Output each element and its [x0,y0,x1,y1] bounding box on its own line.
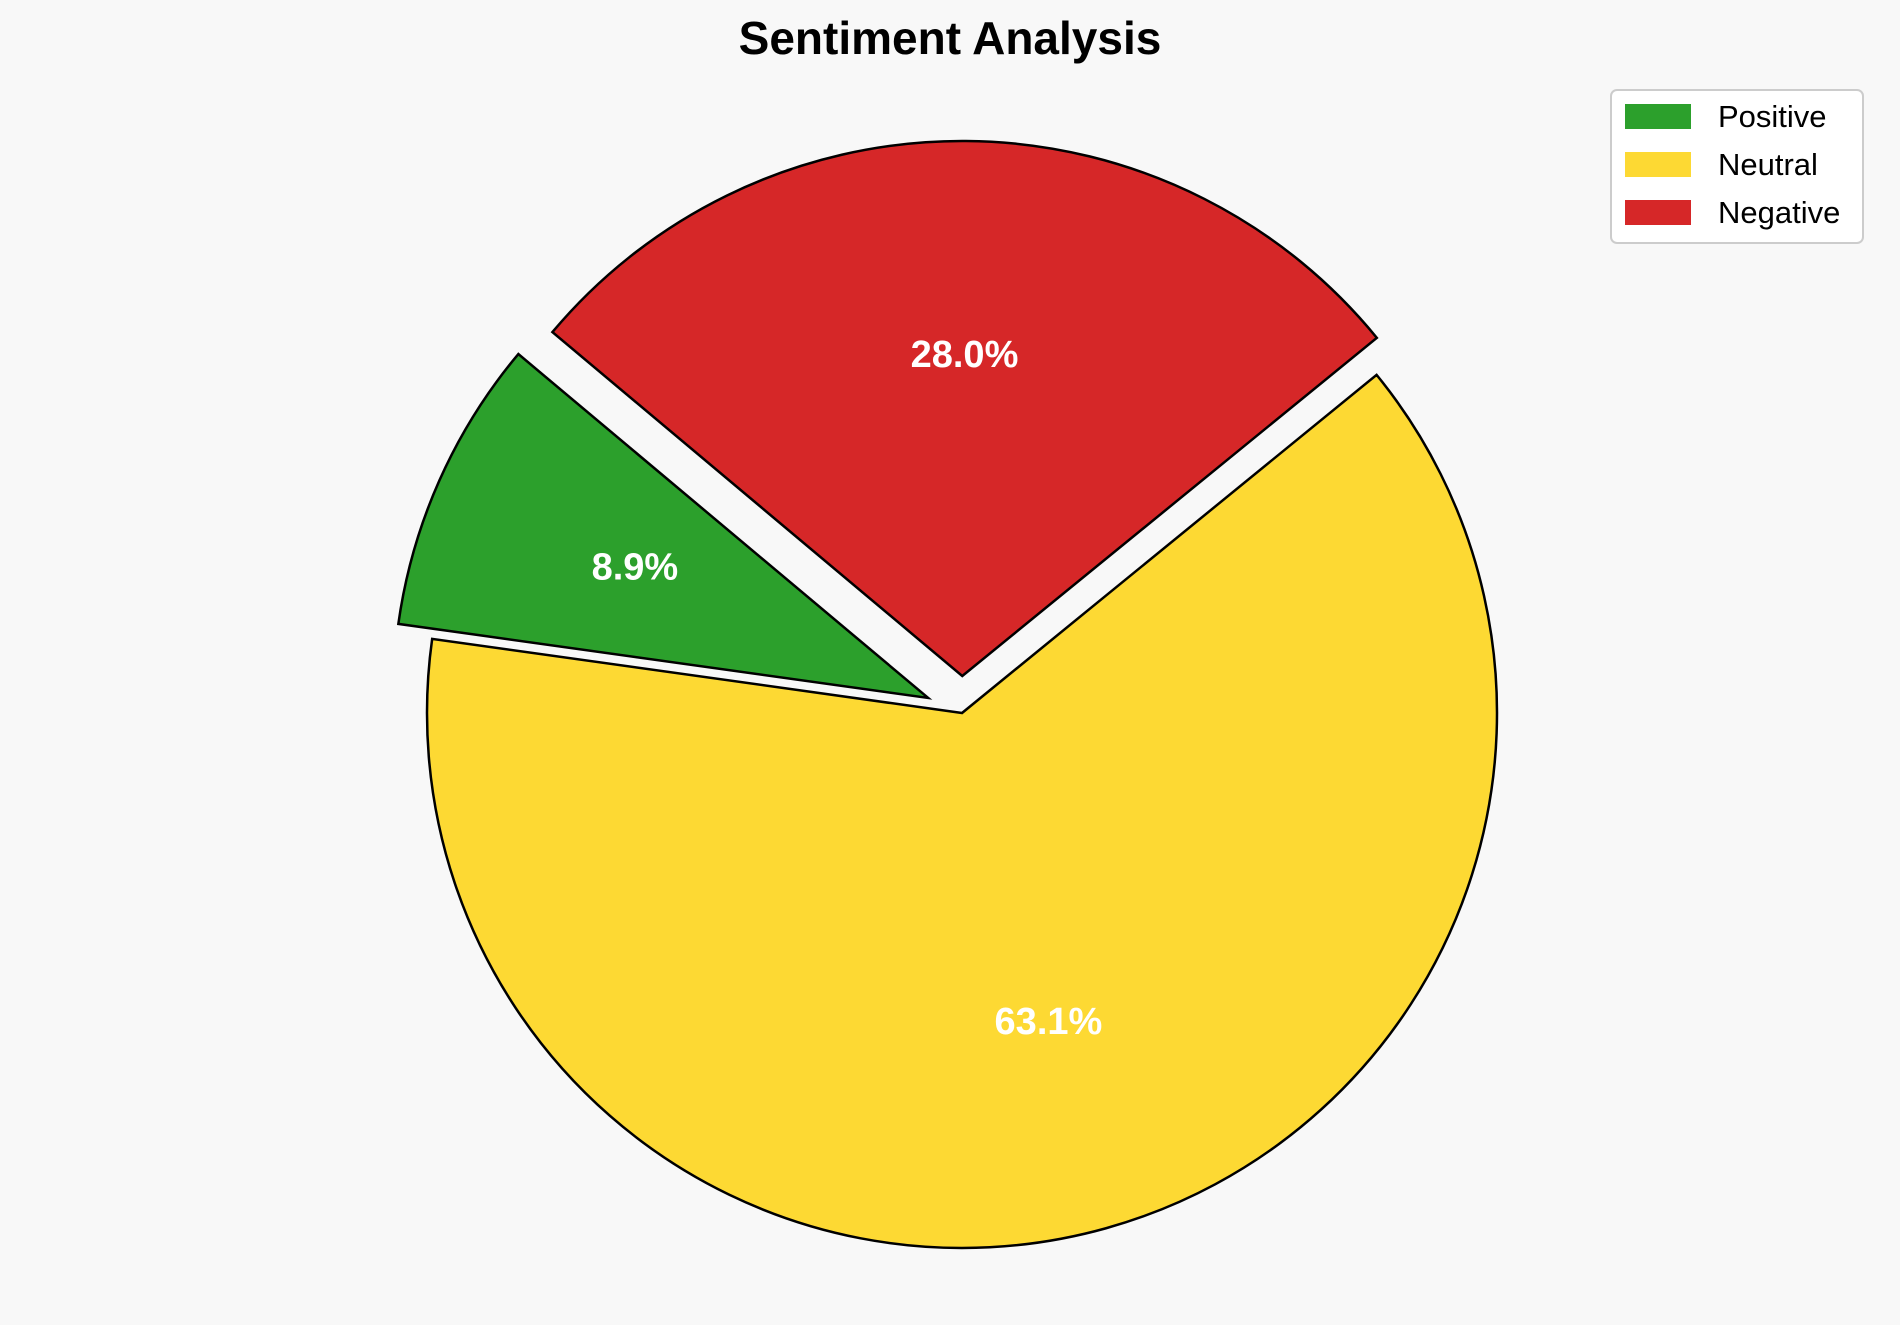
pie-slice-labels: 8.9% 63.1% 28.0% [592,334,1103,1043]
legend-swatch-negative [1625,200,1691,225]
slice-label-positive: 8.9% [592,547,679,589]
pie-slices [396,139,1499,1250]
legend-swatch-neutral [1625,152,1691,177]
slice-label-negative: 28.0% [911,334,1019,376]
pie-slice-positive [396,352,933,700]
pie-slice-negative [550,139,1379,678]
chart-legend: Positive Neutral Negative [1610,89,1864,244]
legend-label-negative: Negative [1718,195,1840,230]
slice-label-neutral: 63.1% [995,1001,1103,1043]
legend-label-neutral: Neutral [1718,147,1818,182]
legend-swatch-positive [1625,104,1691,129]
legend-label-positive: Positive [1718,99,1827,134]
pie-slice-neutral [425,373,1499,1250]
chart-title: Sentiment Analysis [739,12,1162,64]
